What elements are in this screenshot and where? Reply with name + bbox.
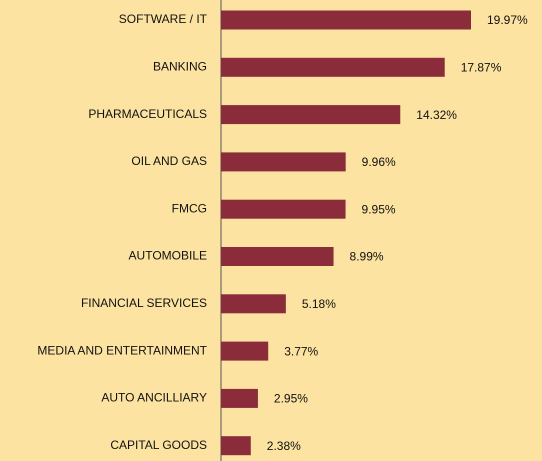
category-label: MEDIA AND ENTERTAINMENT xyxy=(37,343,207,357)
category-label: AUTO ANCILLIARY xyxy=(101,391,207,405)
bar xyxy=(221,388,258,408)
value-label: 8.99% xyxy=(350,250,384,264)
value-label: 14.32% xyxy=(416,108,457,122)
bar xyxy=(221,294,286,314)
category-label: BANKING xyxy=(153,59,207,73)
bar xyxy=(221,105,401,125)
value-label: 3.77% xyxy=(284,344,318,358)
bar xyxy=(221,247,334,266)
category-label: AUTOMOBILE xyxy=(129,249,207,263)
bar xyxy=(221,152,346,172)
bar xyxy=(221,436,251,456)
bar xyxy=(221,341,269,361)
bar xyxy=(221,57,445,77)
bar xyxy=(221,10,471,30)
value-label: 19.97% xyxy=(487,13,528,27)
category-label: FINANCIAL SERVICES xyxy=(81,296,207,310)
value-label: 17.87% xyxy=(461,60,502,74)
value-label: 5.18% xyxy=(302,297,336,311)
value-label: 2.95% xyxy=(274,392,308,406)
value-label: 9.95% xyxy=(362,202,396,216)
category-label: FMCG xyxy=(172,201,207,215)
category-label: CAPITAL GOODS xyxy=(110,438,207,452)
bar xyxy=(221,199,346,219)
value-label: 2.38% xyxy=(267,439,301,453)
category-label: OIL AND GAS xyxy=(131,154,207,168)
category-label: SOFTWARE / IT xyxy=(119,12,208,26)
value-label: 9.96% xyxy=(362,155,396,169)
category-label: PHARMACEUTICALS xyxy=(88,107,207,121)
